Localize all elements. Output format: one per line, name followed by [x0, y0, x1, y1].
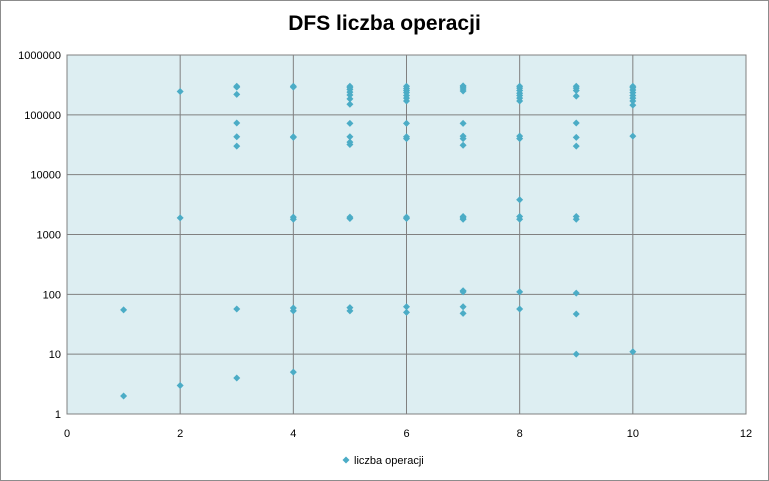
data-point: [516, 305, 524, 313]
data-point: [346, 95, 354, 103]
chart-title: DFS liczba operacji: [288, 12, 481, 35]
data-point: [176, 381, 184, 389]
data-point: [459, 303, 467, 311]
data-point: [233, 374, 241, 382]
data-point: [572, 92, 580, 100]
x-tick-label: 8: [517, 428, 523, 440]
data-point: [572, 119, 580, 127]
data-point: [516, 196, 524, 204]
data-point: [176, 88, 184, 96]
data-point: [516, 82, 524, 90]
data-point: [346, 100, 354, 108]
data-point: [572, 142, 580, 150]
data-point: [233, 82, 241, 90]
data-point: [346, 304, 354, 312]
data-point: [233, 142, 241, 150]
y-axis-ticks: 1 10 100 1000 10000 100000 1000000: [18, 50, 61, 421]
data-point: [233, 133, 241, 141]
data-point: [346, 82, 354, 90]
x-tick-label: 2: [177, 428, 183, 440]
data-point: [629, 348, 637, 356]
y-tick-label: 1: [55, 409, 61, 421]
data-point: [459, 309, 467, 317]
data-point: [403, 303, 410, 311]
data-point: [629, 82, 637, 90]
data-point: [346, 213, 354, 221]
data-point: [403, 119, 410, 127]
data-point: [516, 288, 524, 296]
data-point: [346, 133, 354, 141]
y-tick-label: 1000000: [18, 50, 61, 62]
x-tick-label: 12: [740, 428, 752, 440]
data-point: [289, 133, 297, 141]
data-point: [459, 287, 467, 295]
data-point: [233, 305, 241, 313]
y-tick-label: 100: [43, 289, 61, 301]
data-point: [516, 132, 524, 140]
data-point: [572, 133, 580, 141]
x-axis-ticks: 0 2 4 6 8 10 12: [64, 428, 752, 440]
data-points: [120, 82, 637, 400]
data-point: [572, 289, 580, 297]
legend: liczba operacji: [342, 455, 424, 467]
x-tick-label: 10: [627, 428, 639, 440]
data-point: [629, 132, 637, 140]
data-point: [289, 213, 297, 221]
data-point: [572, 350, 580, 358]
data-point: [572, 82, 580, 90]
data-point: [346, 138, 354, 146]
y-tick-label: 10000: [30, 170, 61, 182]
data-point: [403, 133, 410, 141]
x-tick-label: 6: [403, 428, 409, 440]
data-point: [459, 119, 467, 127]
data-point: [459, 141, 467, 149]
data-point: [289, 304, 297, 312]
data-point: [176, 214, 184, 222]
data-point: [459, 132, 467, 140]
data-point: [120, 306, 128, 314]
data-point: [233, 90, 241, 98]
data-point: [459, 212, 467, 220]
data-point: [403, 308, 410, 316]
data-point: [289, 82, 297, 90]
data-point: [629, 101, 637, 109]
data-point: [403, 82, 410, 90]
data-point: [233, 119, 241, 127]
y-tick-label: 100000: [24, 110, 61, 122]
data-point: [516, 212, 524, 220]
legend-marker: [342, 456, 350, 464]
x-tick-label: 0: [64, 428, 70, 440]
data-point: [289, 368, 297, 376]
x-tick-label: 4: [290, 428, 296, 440]
data-point: [403, 213, 410, 221]
legend-label: liczba operacji: [354, 455, 424, 467]
y-tick-label: 10: [49, 349, 61, 361]
data-point: [346, 119, 354, 127]
data-point: [120, 392, 128, 400]
data-point: [572, 310, 580, 318]
y-tick-label: 1000: [37, 230, 61, 242]
data-point: [572, 212, 580, 220]
data-point: [459, 82, 467, 90]
